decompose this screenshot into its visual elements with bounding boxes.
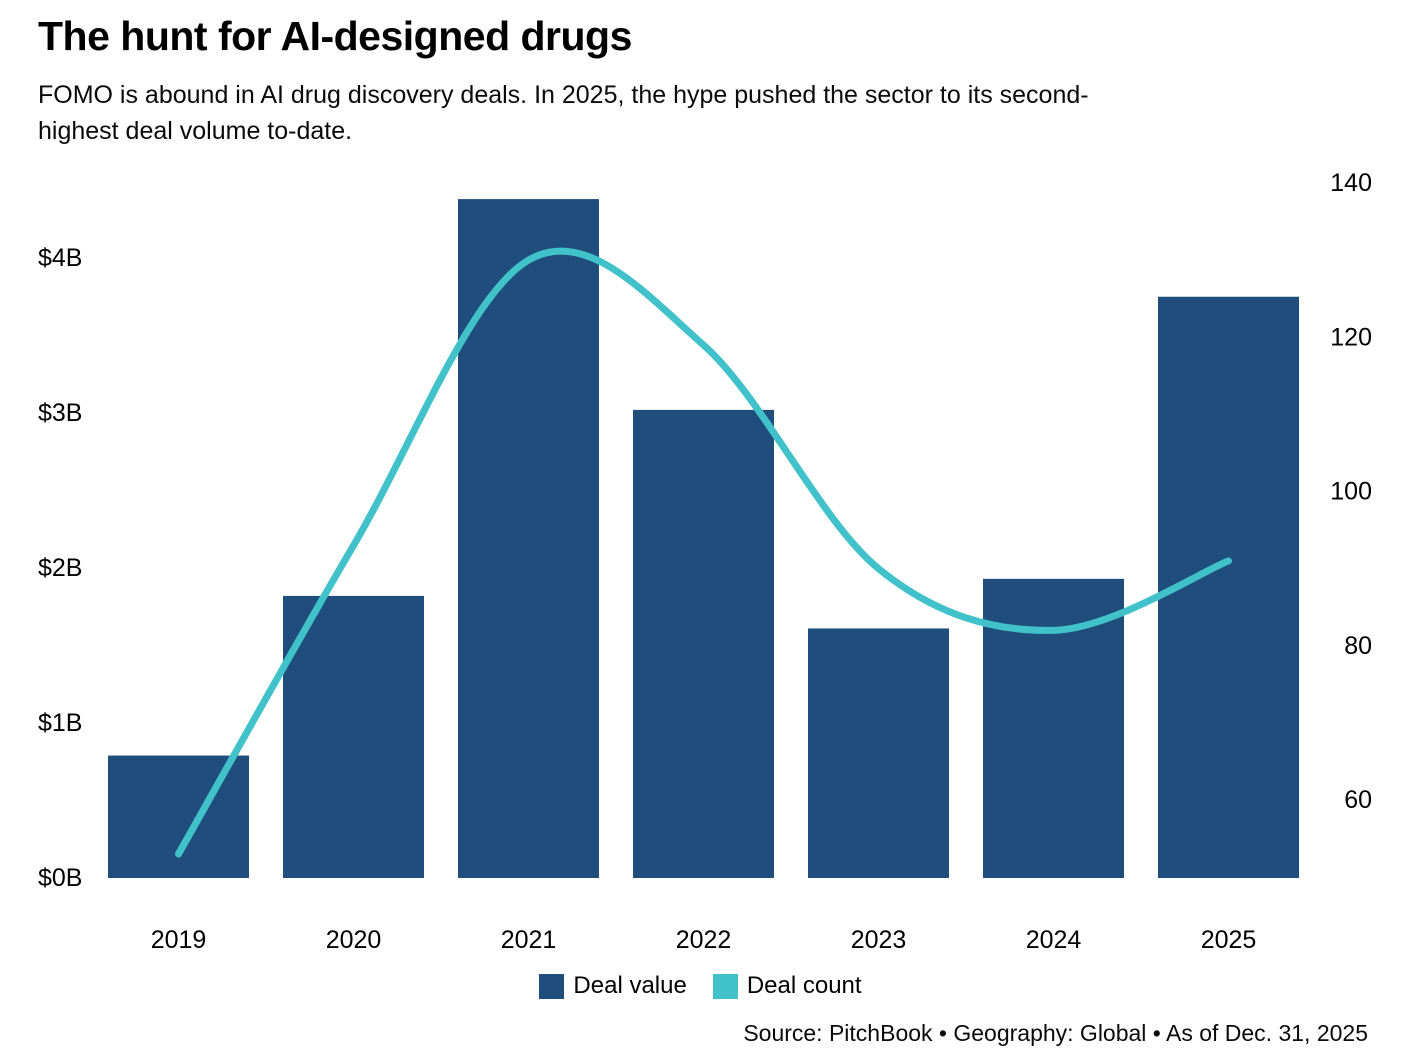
legend-item-deal-count: Deal count (712, 972, 862, 1000)
right-axis-tick-label: 100 (1330, 478, 1372, 506)
left-axis-tick-label: $4B (38, 244, 82, 272)
source-attribution: Source: PitchBook • Geography: Global • … (743, 1020, 1368, 1046)
legend-item-deal-value: Deal value (539, 972, 687, 1000)
right-axis-tick-label: 60 (1344, 786, 1372, 814)
left-axis-tick-label: $1B (38, 709, 82, 737)
x-axis-label-2022: 2022 (676, 926, 732, 954)
bar-2022 (633, 409, 774, 878)
legend: Deal value Deal count (0, 972, 1401, 1000)
page-title: The hunt for AI-designed drugs (38, 13, 632, 59)
bar-2020 (283, 595, 424, 878)
deal-value-swatch-icon (539, 973, 565, 999)
x-axis-label-2021: 2021 (501, 926, 557, 954)
x-axis-label-2020: 2020 (326, 926, 382, 954)
legend-label-deal-count: Deal count (746, 972, 862, 999)
x-axis-label-2019: 2019 (151, 926, 207, 954)
x-axis-label-2024: 2024 (1026, 926, 1082, 954)
subtitle-line-1: FOMO is abound in AI drug discovery deal… (38, 81, 1089, 110)
x-axis-label-2025: 2025 (1201, 926, 1257, 954)
page-subtitle: FOMO is abound in AI drug discovery deal… (38, 77, 1378, 149)
legend-label-deal-value: Deal value (573, 972, 687, 999)
left-axis-tick-label: $2B (38, 554, 82, 582)
bar-2019 (108, 755, 249, 878)
left-axis-tick-label: $3B (38, 399, 82, 427)
right-axis-tick-label: 80 (1344, 632, 1372, 660)
deal-count-line (175, 247, 1232, 858)
subtitle-line-2: highest deal volume to-date. (38, 117, 353, 146)
left-axis-tick-label: $0B (38, 864, 82, 892)
deal-count-swatch-icon (712, 973, 738, 999)
bar-2021 (458, 199, 599, 879)
x-axis-label-2023: 2023 (851, 926, 907, 954)
bar-2023 (808, 628, 949, 878)
right-axis-tick-label: 140 (1330, 169, 1372, 197)
right-axis-tick-label: 120 (1330, 323, 1372, 351)
chart-header: The hunt for AI-designed drugs FOMO is a… (38, 13, 1378, 149)
